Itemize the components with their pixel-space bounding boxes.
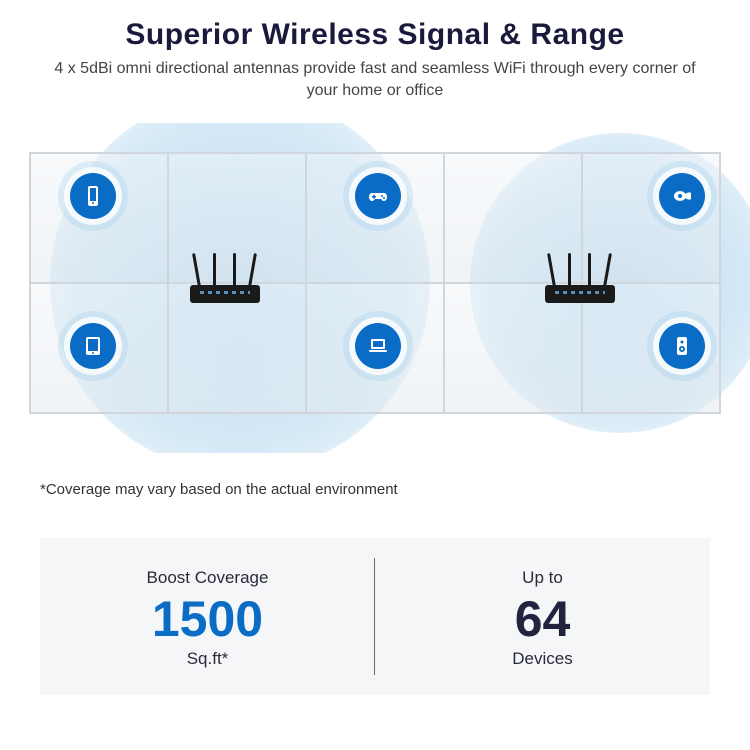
gamepad-icon [355, 173, 401, 219]
router-ap [185, 253, 265, 303]
stat-bottom-label: Sq.ft* [50, 649, 365, 669]
camera-icon [659, 173, 705, 219]
header: Superior Wireless Signal & Range 4 x 5dB… [0, 0, 750, 115]
stat-devices: Up to 64 Devices [375, 538, 710, 695]
router-repeater [540, 253, 620, 303]
page-title: Superior Wireless Signal & Range [40, 18, 710, 52]
house-illustration: AP/Router Repeater [0, 123, 750, 453]
stat-value: 64 [385, 592, 700, 647]
stat-value: 1500 [50, 592, 365, 647]
stat-coverage: Boost Coverage 1500 Sq.ft* [40, 538, 375, 695]
laptop-icon [355, 323, 401, 369]
disclaimer-text: *Coverage may vary based on the actual e… [0, 453, 750, 508]
speaker-icon [659, 323, 705, 369]
stats-row: Boost Coverage 1500 Sq.ft* Up to 64 Devi… [40, 538, 710, 695]
infographic-container: Superior Wireless Signal & Range 4 x 5dB… [0, 0, 750, 750]
tablet-icon [70, 323, 116, 369]
page-subtitle: 4 x 5dBi omni directional antennas provi… [40, 58, 710, 103]
stat-top-label: Boost Coverage [50, 568, 365, 588]
stat-top-label: Up to [385, 568, 700, 588]
stat-bottom-label: Devices [385, 649, 700, 669]
phone-icon [70, 173, 116, 219]
